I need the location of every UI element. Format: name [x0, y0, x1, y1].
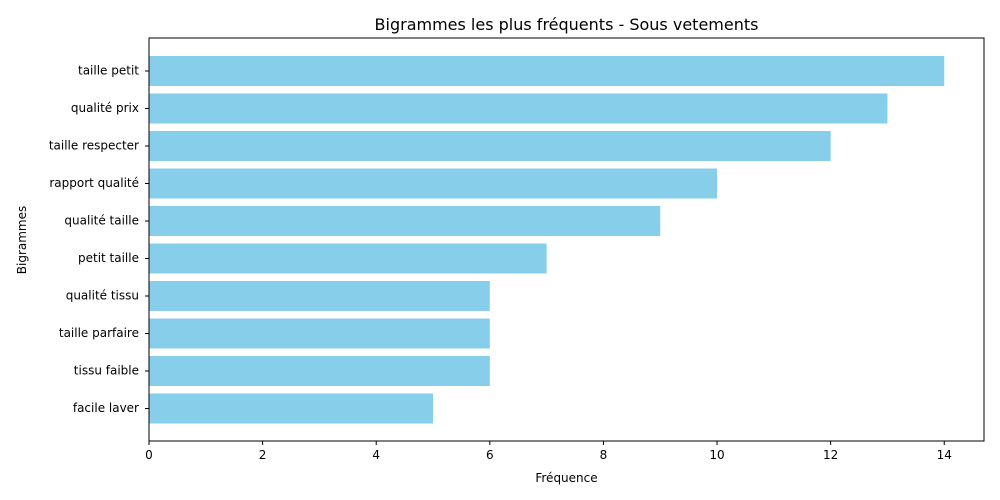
bar-qualité-taille — [149, 206, 661, 236]
axes-frame — [148, 37, 985, 442]
x-tick-label: 8 — [600, 448, 608, 462]
y-tick-label: qualité tissu — [66, 289, 139, 303]
y-tick-label: taille petit — [78, 64, 139, 78]
y-tick-label: taille parfaire — [59, 326, 139, 340]
bars-group — [149, 56, 945, 424]
y-tick-label: rapport qualité — [49, 176, 139, 190]
y-tick-label: qualité prix — [71, 101, 139, 115]
x-tick-label: 0 — [145, 448, 153, 462]
y-tick-label: qualité taille — [64, 214, 139, 228]
y-tick-label: petit taille — [78, 251, 139, 265]
bar-taille-petit — [149, 56, 945, 86]
y-tick-label: taille respecter — [49, 139, 139, 153]
bar-qualité-tissu — [149, 281, 490, 311]
x-tick-label: 14 — [937, 448, 952, 462]
bar-taille-parfaire — [149, 318, 490, 349]
x-tick-label: 10 — [709, 448, 724, 462]
bar-facile-laver — [149, 393, 434, 424]
bar-tissu-faible — [149, 356, 490, 386]
bar-taille-respecter — [149, 131, 831, 161]
x-tick-label: 4 — [372, 448, 380, 462]
bar-qualité-prix — [149, 93, 888, 124]
x-tick-label: 12 — [823, 448, 838, 462]
y-tick-labels: taille petit qualité prix taille respecter… — [49, 64, 149, 415]
x-tick-label: 6 — [486, 448, 494, 462]
y-tick-label: facile laver — [73, 401, 139, 415]
x-axis-ticks: 0 2 4 6 8 10 12 14 — [145, 441, 952, 462]
x-axis-label: Fréquence — [535, 471, 597, 485]
bar-petit-taille — [149, 243, 547, 274]
x-tick-label: 2 — [259, 448, 267, 462]
y-axis-label: Bigrammes — [15, 206, 29, 274]
y-tick-label: tissu faible — [74, 364, 139, 378]
chart-title: Bigrammes les plus fréquents - Sous vete… — [375, 15, 759, 34]
bar-rapport-qualité — [149, 168, 718, 199]
